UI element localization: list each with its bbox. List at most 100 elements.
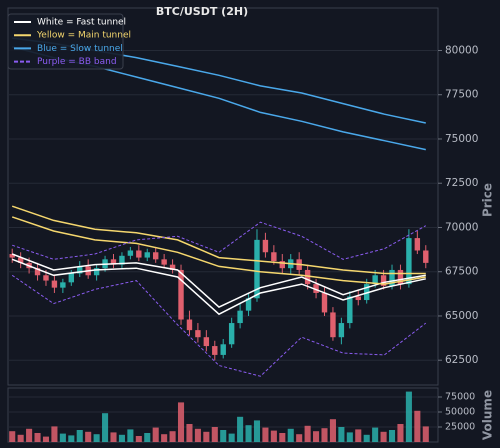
candle-body: [237, 310, 243, 324]
legend-box: [7, 13, 124, 70]
candle-body: [313, 284, 319, 293]
candle-body: [144, 252, 150, 258]
plot: [9, 37, 429, 442]
legend-label: Yellow = Main tunnel: [36, 31, 131, 41]
candle-body: [321, 292, 328, 313]
candle-body: [262, 239, 269, 253]
volume-bar: [380, 431, 387, 442]
volume-bar: [304, 425, 311, 442]
candle-body: [93, 268, 100, 276]
candle-body: [43, 275, 49, 281]
y-tick-label: 77500: [445, 89, 478, 101]
legend-label: White = Fast tunnel: [37, 18, 126, 28]
volume-bar: [329, 419, 336, 442]
candle-body: [347, 296, 353, 324]
candle-body: [372, 275, 378, 285]
candle-body: [161, 259, 167, 265]
candle-body: [245, 298, 252, 311]
volume-bar: [321, 428, 328, 442]
volume-bar: [144, 433, 151, 442]
volume-bar: [287, 428, 294, 442]
tunnel-line: [12, 221, 427, 260]
legend-label: Blue = Slow tunnel: [37, 44, 123, 54]
volume-bar: [363, 434, 370, 442]
candle-body: [414, 238, 421, 251]
y-tick-label: 50000: [445, 407, 475, 418]
legend-label: Purple = BB band: [37, 57, 117, 67]
volume-bar: [127, 429, 134, 442]
volume-bar: [355, 429, 362, 442]
y-tick-label: 25000: [445, 422, 475, 433]
y-tick-label: 75000: [445, 392, 475, 403]
candle-body: [127, 250, 134, 256]
volume-bar: [397, 424, 404, 442]
y-tick-label: 80000: [445, 44, 478, 56]
candle-body: [220, 344, 226, 355]
volume-bar: [135, 436, 142, 442]
candle-body: [195, 330, 201, 338]
volume-bar: [372, 427, 379, 442]
volume-bar: [262, 427, 269, 442]
candle-body: [77, 266, 83, 274]
candle-body: [254, 239, 260, 299]
volume-bar: [9, 431, 16, 442]
volume-bar: [161, 434, 168, 442]
volume-bar: [253, 420, 261, 442]
candle-body: [152, 252, 159, 260]
volume-bar: [203, 431, 210, 442]
volume-bar: [177, 402, 185, 442]
volume-bar: [194, 428, 201, 442]
candle-body: [304, 269, 311, 285]
candle-body: [119, 255, 125, 265]
candle-body: [338, 323, 345, 338]
volume-bar: [279, 433, 286, 442]
volume-bar: [34, 433, 41, 442]
price-panel: [7, 7, 439, 386]
candle-body: [330, 312, 336, 338]
grid: [8, 49, 442, 428]
tunnel-line: [11, 253, 426, 308]
candle-body: [212, 346, 218, 355]
volume-bar: [228, 433, 235, 442]
y-tick-label: 65000: [445, 310, 478, 322]
volume-bar: [405, 391, 412, 442]
volume-bar: [76, 430, 83, 442]
tunnel-line: [11, 274, 427, 377]
tunnel-line: [11, 258, 426, 316]
candle-body: [355, 296, 361, 301]
y-tick-label: 62500: [445, 354, 478, 366]
volume-bar: [296, 434, 303, 442]
candle-body: [228, 323, 235, 345]
y-tick-label: 75000: [445, 133, 478, 145]
candle-body: [406, 238, 412, 285]
volume-bar: [346, 432, 353, 442]
volume-bar: [51, 426, 58, 442]
volume-bar: [152, 427, 159, 442]
volume-bar: [414, 410, 421, 442]
candle-body: [279, 261, 286, 269]
candle-body: [271, 252, 277, 262]
volume-bar: [338, 427, 345, 442]
volume-bar: [388, 430, 396, 442]
volume-bar: [270, 430, 277, 442]
volume-bar: [42, 436, 50, 442]
candle-body: [9, 254, 15, 258]
candle-body: [34, 268, 41, 276]
candle-body: [423, 250, 429, 263]
volume-bar: [245, 425, 252, 442]
candle-body: [389, 269, 395, 286]
y-tick-label: 70000: [445, 221, 478, 233]
candle-body: [178, 269, 184, 320]
volume-bar: [68, 435, 75, 442]
volume-axis-label: Volume: [481, 390, 495, 440]
y-tick-label: 67500: [445, 266, 478, 278]
volume-bar: [220, 430, 227, 442]
volume-bar: [93, 434, 100, 442]
candle-body: [17, 257, 24, 263]
candle-body: [380, 275, 387, 286]
candle-body: [136, 250, 142, 258]
y-axis-label: Price: [481, 183, 495, 217]
volume-bar: [237, 416, 244, 442]
volume-bar: [118, 434, 125, 442]
candle-body: [397, 269, 404, 285]
